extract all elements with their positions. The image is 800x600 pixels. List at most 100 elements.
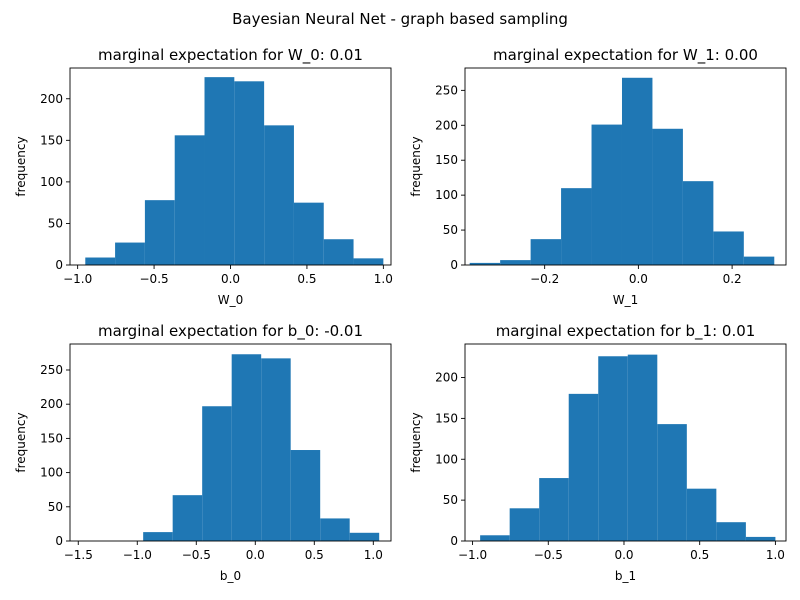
subplot-3: −1.5 −1.0 −0.5 0.0 0.5 1.0 0 50 100 150 200 250 marg… [14, 322, 392, 583]
y-tick-label: 0 [55, 534, 63, 548]
y-tick-label: 200 [435, 118, 458, 132]
histogram-bar [480, 535, 510, 541]
y-tick-label: 250 [435, 83, 458, 97]
histogram-bar [349, 532, 380, 541]
y-tick-label: 50 [443, 223, 458, 237]
histogram-bar [174, 135, 205, 265]
subplot-title: marginal expectation for W_1: 0.00 [493, 46, 758, 65]
subplot-2: −0.2 0.0 0.2 0 50 100 150 200 250 marginal expect… [409, 46, 787, 307]
y-tick-label: 0 [450, 534, 458, 548]
histogram-bar [469, 262, 501, 265]
histogram-bar [539, 478, 569, 541]
histogram-bar [713, 231, 744, 265]
y-tick-label: 200 [40, 92, 63, 106]
histogram-bar [500, 260, 531, 265]
histogram-bar [264, 125, 294, 265]
x-tick-label: −0.5 [534, 548, 563, 562]
y-tick-label: 100 [435, 452, 458, 466]
histogram-bar [290, 450, 321, 541]
x-tick-label: 0.0 [221, 272, 240, 286]
histogram-bar [231, 354, 262, 541]
histogram-bar [353, 258, 384, 265]
histogram-bar [530, 239, 562, 265]
histogram-bar [509, 508, 540, 541]
x-tick-label: −0.2 [530, 272, 559, 286]
y-tick-label: 50 [48, 216, 63, 230]
histogram-bar [652, 128, 683, 265]
y-tick-label: 50 [48, 500, 63, 514]
axes-frame [464, 343, 787, 542]
histogram-bar [202, 406, 232, 541]
subplot-1: −1.0 −0.5 0.0 0.5 1.0 0 50 100 150 200 marginal ex… [14, 46, 393, 307]
x-tick-label: −1.5 [64, 548, 93, 562]
y-tick-label: 150 [40, 133, 63, 147]
y-axis-label: frequency [14, 136, 28, 196]
y-axis-label: frequency [409, 136, 423, 196]
x-tick-label: 1.0 [766, 548, 785, 562]
histogram-bar [657, 424, 687, 541]
y-tick-label: 100 [435, 188, 458, 202]
subplot-title: marginal expectation for b_0: -0.01 [98, 322, 363, 341]
y-axis-label: frequency [14, 412, 28, 472]
histogram-bar [716, 522, 746, 541]
y-axis-label: frequency [409, 412, 423, 472]
x-axis-label: W_1 [613, 293, 639, 307]
histogram-bar [745, 536, 776, 541]
x-tick-label: 0.0 [246, 548, 265, 562]
y-tick-label: 100 [40, 175, 63, 189]
y-tick-label: 50 [443, 493, 458, 507]
histogram-bar [686, 488, 717, 541]
axes-frame [464, 67, 787, 266]
y-tick-label: 100 [40, 466, 63, 480]
x-tick-label: −1.0 [63, 272, 92, 286]
y-tick-label: 0 [450, 258, 458, 272]
x-tick-label: 0.5 [305, 548, 324, 562]
histogram-bar [234, 81, 265, 265]
histogram-bar [204, 77, 235, 265]
subplot-title: marginal expectation for b_1: 0.01 [496, 322, 756, 341]
histogram-bar [598, 356, 628, 541]
histogram-bar [115, 242, 145, 265]
x-tick-label: 1.0 [364, 548, 383, 562]
histogram-bar [568, 393, 599, 541]
x-axis-label: b_1 [615, 569, 636, 583]
histogram-bar [743, 256, 775, 265]
histogram-bar [682, 181, 714, 265]
y-tick-label: 250 [40, 363, 63, 377]
y-tick-label: 200 [435, 371, 458, 385]
x-tick-label: 0.5 [690, 548, 709, 562]
y-tick-label: 0 [55, 258, 63, 272]
subplots-grid: −1.0 −0.5 0.0 0.5 1.0 0 50 100 150 200 marginal ex… [14, 46, 787, 583]
x-tick-label: −1.0 [123, 548, 152, 562]
x-tick-label: 0.2 [723, 272, 742, 286]
x-tick-label: −1.0 [458, 548, 487, 562]
x-tick-label: −0.5 [140, 272, 169, 286]
histogram-bar [85, 257, 116, 265]
histogram-bar [561, 188, 592, 265]
axes-frame [69, 343, 392, 542]
histogram-bar [320, 518, 350, 541]
histogram-bar [627, 354, 658, 541]
y-tick-label: 200 [40, 397, 63, 411]
y-tick-label: 150 [40, 431, 63, 445]
x-tick-label: 0.0 [614, 548, 633, 562]
x-tick-label: 0.0 [629, 272, 648, 286]
y-tick-label: 150 [435, 153, 458, 167]
histogram-bar [172, 495, 203, 541]
subplot-4: −1.0 −0.5 0.0 0.5 1.0 0 50 100 150 200 marginal ex… [409, 322, 787, 583]
x-tick-label: −0.5 [182, 548, 211, 562]
figure-title: Bayesian Neural Net - graph based sampli… [232, 10, 568, 28]
histogram-bar [591, 124, 622, 265]
histogram-bar [261, 358, 291, 541]
histogram-bar [143, 532, 173, 541]
x-axis-label: b_0 [220, 569, 241, 583]
histogram-bar [323, 239, 354, 265]
histogram-bar [144, 200, 175, 265]
x-tick-label: 0.5 [297, 272, 316, 286]
x-axis-label: W_0 [218, 293, 244, 307]
subplot-title: marginal expectation for W_0: 0.01 [98, 46, 363, 65]
y-tick-label: 150 [435, 411, 458, 425]
histogram-bar [621, 77, 653, 265]
histogram-bar [293, 202, 324, 265]
